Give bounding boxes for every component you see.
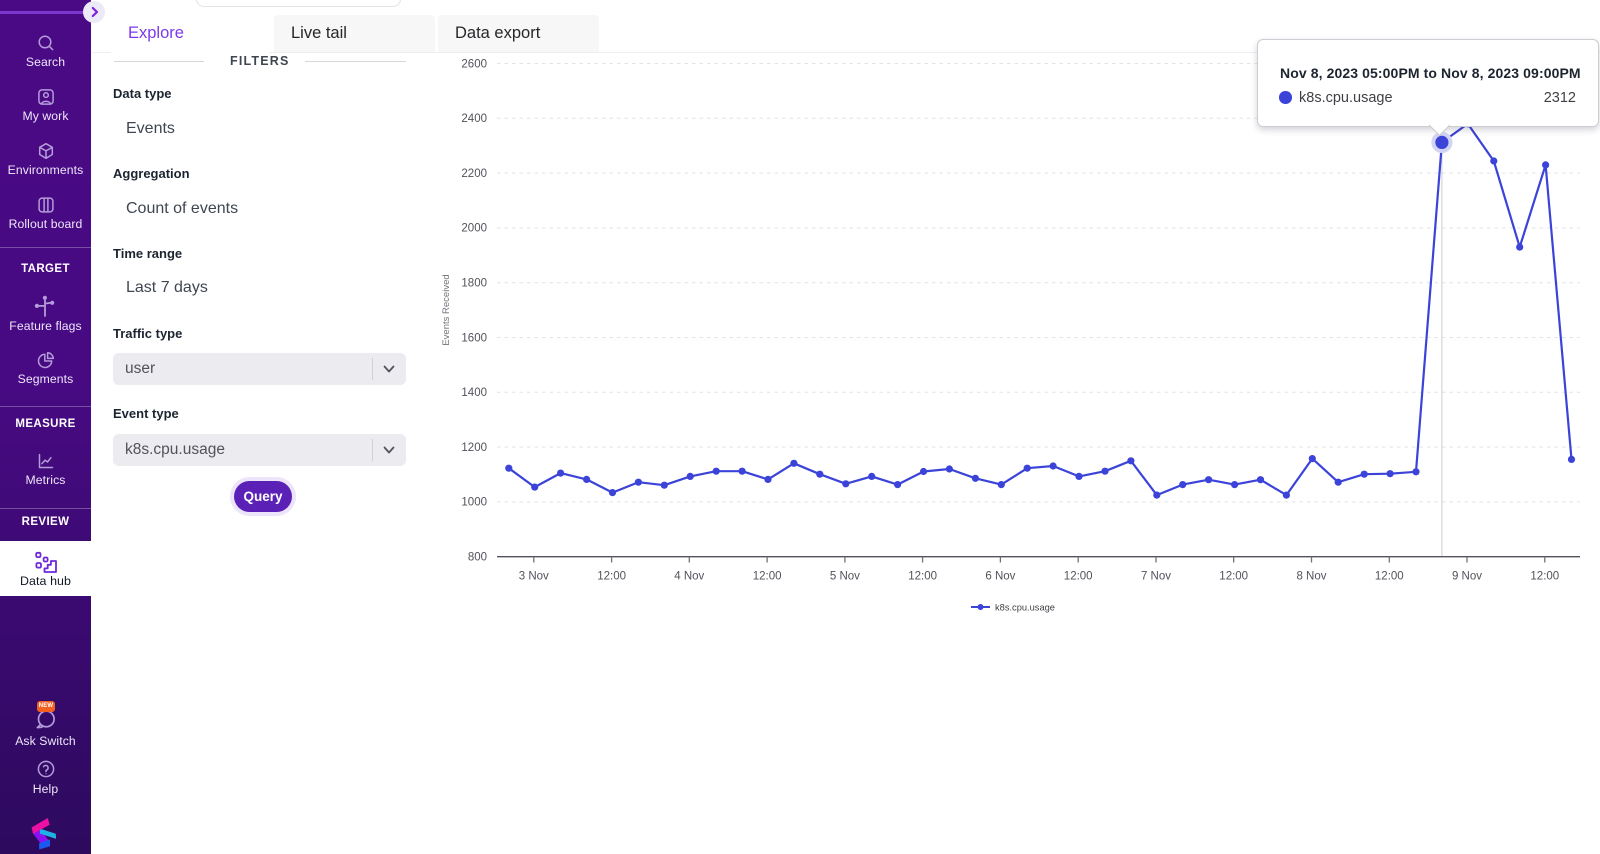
svg-text:9 Nov: 9 Nov <box>1452 571 1482 583</box>
svg-text:3 Nov: 3 Nov <box>519 571 549 583</box>
svg-text:1400: 1400 <box>461 387 487 399</box>
svg-text:12:00: 12:00 <box>1530 571 1559 583</box>
svg-text:2600: 2600 <box>461 58 487 70</box>
svg-text:12:00: 12:00 <box>1375 571 1404 583</box>
svg-text:1800: 1800 <box>461 278 487 290</box>
svg-text:12:00: 12:00 <box>1064 571 1093 583</box>
svg-text:1600: 1600 <box>461 332 487 344</box>
svg-text:8 Nov: 8 Nov <box>1296 571 1326 583</box>
svg-text:12:00: 12:00 <box>753 571 782 583</box>
svg-text:12:00: 12:00 <box>908 571 937 583</box>
svg-text:4 Nov: 4 Nov <box>674 571 704 583</box>
svg-text:12:00: 12:00 <box>1219 571 1248 583</box>
svg-text:k8s.cpu.usage: k8s.cpu.usage <box>995 603 1055 613</box>
svg-text:5 Nov: 5 Nov <box>830 571 860 583</box>
svg-text:1200: 1200 <box>461 442 487 454</box>
svg-text:1000: 1000 <box>461 497 487 509</box>
svg-text:800: 800 <box>468 552 487 564</box>
svg-text:12:00: 12:00 <box>597 571 626 583</box>
svg-text:2400: 2400 <box>461 113 487 125</box>
svg-text:6 Nov: 6 Nov <box>985 571 1015 583</box>
svg-text:2000: 2000 <box>461 223 487 235</box>
svg-text:Events Received: Events Received <box>441 274 452 345</box>
svg-text:2200: 2200 <box>461 168 487 180</box>
svg-text:7 Nov: 7 Nov <box>1141 571 1171 583</box>
